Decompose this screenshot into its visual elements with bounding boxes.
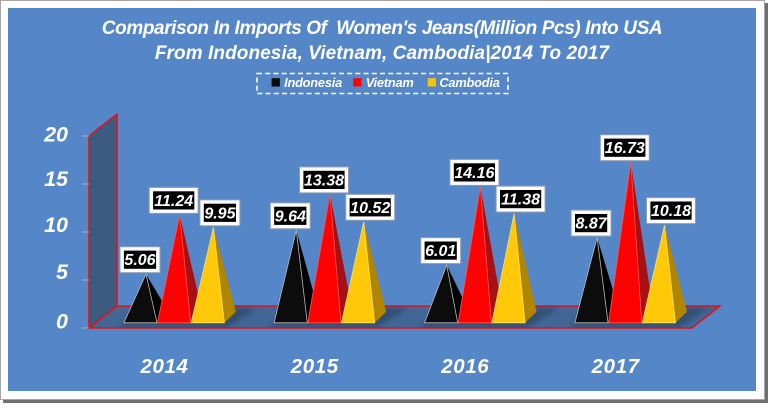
- svg-text:6.01: 6.01: [425, 243, 456, 260]
- svg-text:10.18: 10.18: [651, 203, 691, 220]
- svg-text:11.24: 11.24: [154, 193, 193, 210]
- svg-text:15: 15: [44, 167, 69, 191]
- svg-text:2015: 2015: [290, 355, 339, 378]
- svg-text:10.52: 10.52: [350, 200, 390, 217]
- svg-text:8.87: 8.87: [576, 216, 608, 233]
- svg-text:9.95: 9.95: [204, 205, 236, 222]
- svg-text:14.16: 14.16: [454, 165, 494, 182]
- svg-text:13.38: 13.38: [304, 172, 344, 189]
- svg-text:0: 0: [56, 309, 68, 333]
- svg-text:5.06: 5.06: [124, 252, 155, 269]
- svg-text:11.38: 11.38: [501, 192, 540, 209]
- svg-text:Vietnam: Vietnam: [366, 75, 414, 90]
- svg-text:16.73: 16.73: [605, 140, 645, 157]
- svg-text:Comparison In Imports Of Wome: Comparison In Imports Of Women's Jeans(M…: [102, 18, 662, 39]
- svg-text:9.64: 9.64: [275, 208, 306, 225]
- svg-text:2016: 2016: [440, 355, 489, 378]
- svg-text:2014: 2014: [139, 355, 188, 378]
- svg-text:10: 10: [44, 213, 68, 237]
- svg-text:20: 20: [43, 122, 68, 146]
- svg-text:From Indonesia, Vietnam, Cambo: From Indonesia, Vietnam, Cambodia|2014 T…: [155, 43, 611, 64]
- svg-text:2017: 2017: [591, 355, 641, 378]
- svg-text:5: 5: [56, 260, 69, 284]
- svg-text:Indonesia: Indonesia: [284, 75, 342, 90]
- svg-text:Cambodia: Cambodia: [439, 75, 499, 90]
